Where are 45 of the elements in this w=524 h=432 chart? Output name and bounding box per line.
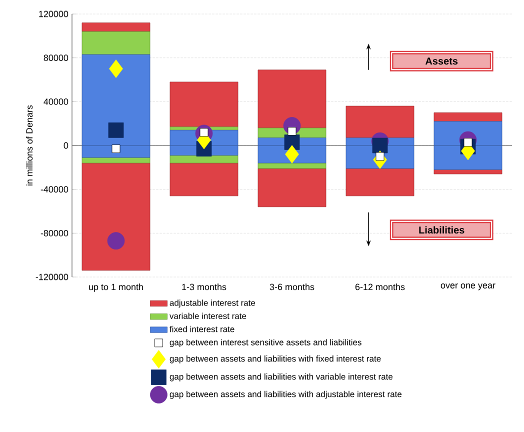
bar [82,162,150,271]
bar [82,22,150,32]
x-tick-label: 6-12 months [355,284,405,290]
legend-label: gap between assets and liabilities with variable interest rate [170,373,393,382]
bar [258,162,326,169]
point [108,122,124,138]
y-axis-title: in millions of Denars [26,105,33,186]
x-tick-label: up to 1 month [89,284,143,292]
bar [346,168,414,196]
y-tick-label: -40000 [40,186,68,193]
point [288,127,296,136]
y-tick-label: 40000 [44,98,68,105]
legend-label: adjustable interest rate [170,300,256,308]
y-tick-label: 80000 [44,54,68,62]
bar [434,112,502,122]
point [109,60,123,78]
y-tick-label: -80000 [40,230,68,236]
bar [170,162,238,196]
bar [82,31,150,55]
point [284,134,300,150]
legend-label: gap between assets and liabilities with adjustable interest rate [170,390,402,399]
point [285,145,299,164]
y-tick-label: 0 [64,142,68,149]
bar [170,82,238,128]
legend-label: variable interest rate [170,312,246,320]
bar [258,70,326,128]
annotation: Liabilities [419,226,464,234]
bar [170,155,238,164]
bar [434,169,502,174]
bar [258,168,326,208]
bar [346,106,414,138]
x-tick-label: 3-6 months [270,284,314,290]
bar [82,157,150,164]
annotation: Assets [425,58,458,65]
point [376,152,384,161]
point [112,144,120,153]
legend-label: gap between interest sensitive assets and liabilities [170,339,362,348]
x-tick-label: 1-3 months [182,284,226,290]
x-tick-label: over one year [440,284,496,290]
legend-label: fixed interest rate [170,326,234,332]
y-tick-label: -120000 [36,274,68,280]
point [107,232,125,250]
y-tick-label: 120000 [39,10,68,18]
point [372,138,388,154]
legend-label: gap between assets and liabilities with fixed interest rate [170,355,381,364]
